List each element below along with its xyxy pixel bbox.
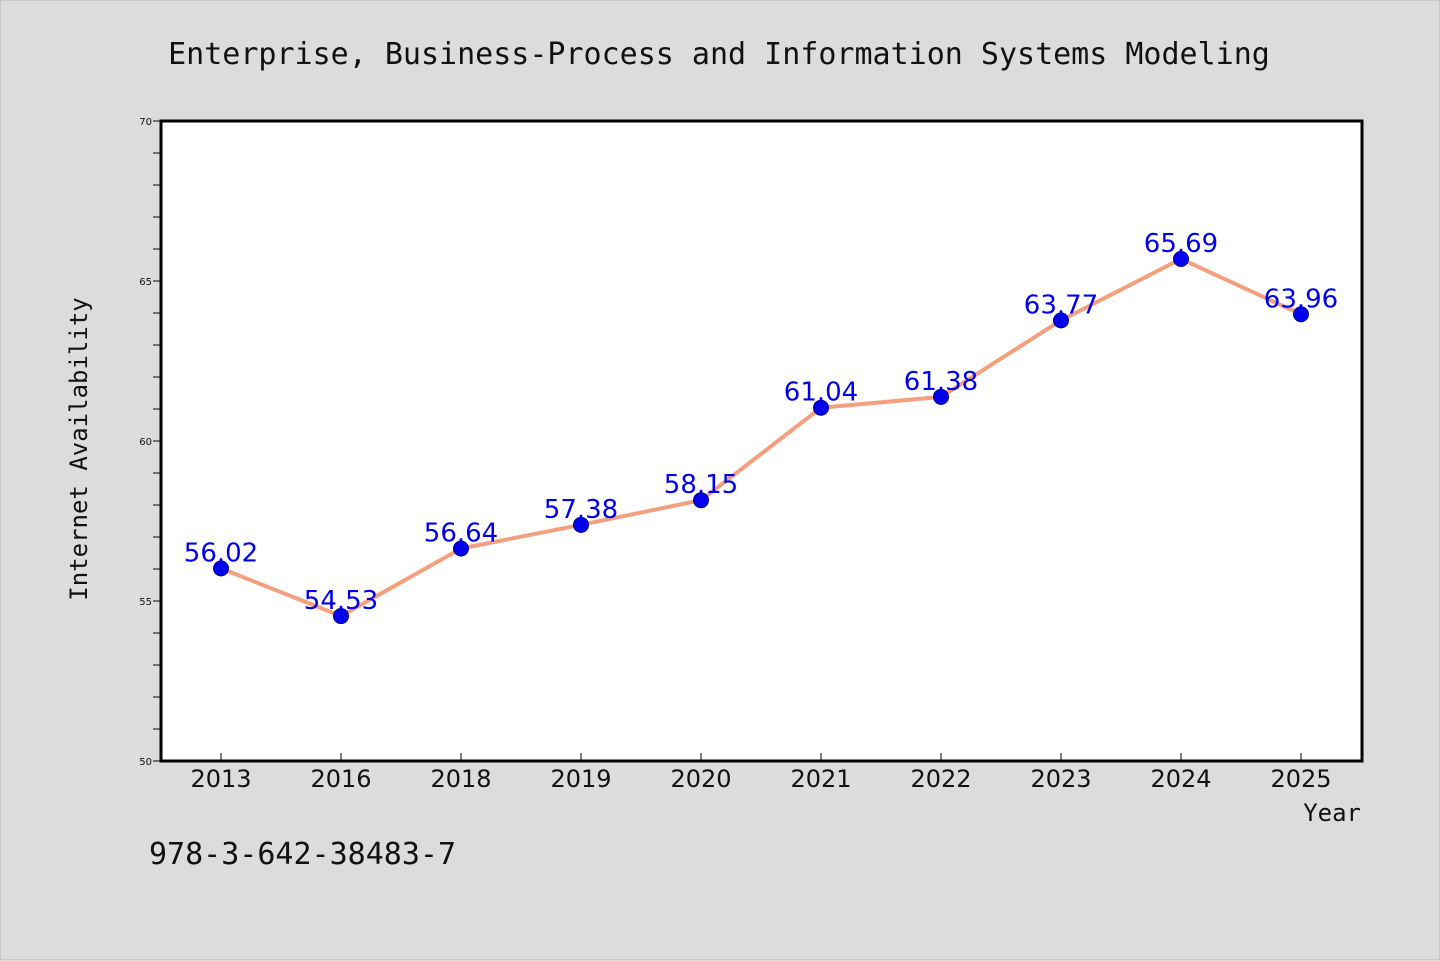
data-label: 56.02	[184, 538, 258, 568]
data-point	[453, 540, 469, 557]
y-tick-label: 65	[139, 277, 152, 288]
y-tick-label: 50	[139, 757, 152, 768]
x-tick-label: 2016	[310, 765, 371, 793]
data-label-layer: 56.02 54.53 56.64 57.38 58.15 61.04 61.38 63.77…	[184, 229, 1338, 616]
y-axis: 50 55 60 65 70	[139, 117, 161, 768]
x-tick-label: 2024	[1150, 765, 1211, 793]
y-tick-label: 60	[139, 437, 152, 448]
data-point	[1293, 306, 1309, 323]
data-point	[1053, 312, 1069, 329]
x-tick-label: 2025	[1270, 765, 1331, 793]
x-tick-label: 2022	[910, 765, 971, 793]
y-tick-label: 55	[139, 597, 152, 608]
x-axis: 2013 2016 2018 2019 2020 2021 2022 2023 2024 2025	[190, 753, 1332, 793]
series-line	[219, 256, 1303, 619]
data-point	[813, 399, 829, 416]
chart-title: Enterprise, Business-Process and Informa…	[168, 37, 1270, 72]
data-point	[1173, 250, 1189, 267]
x-tick-label: 2019	[550, 765, 611, 793]
plot-area	[159, 119, 1364, 763]
data-point	[333, 608, 349, 625]
x-tick-label: 2021	[790, 765, 851, 793]
data-point	[693, 492, 709, 509]
data-label: 56.64	[424, 519, 498, 549]
x-tick-label: 2013	[190, 765, 251, 793]
data-label: 54.53	[304, 586, 378, 616]
data-label: 63.77	[1024, 290, 1098, 320]
data-label: 61.38	[904, 367, 978, 397]
x-tick-label: 2020	[670, 765, 731, 793]
isbn-annotation: 978-3-642-38483-7	[149, 837, 456, 872]
data-label: 58.15	[664, 470, 738, 500]
x-tick-label: 2023	[1030, 765, 1091, 793]
x-tick-label: 2018	[430, 765, 491, 793]
data-point	[213, 560, 229, 577]
data-label: 65.69	[1144, 229, 1218, 259]
x-axis-label: Year	[1303, 799, 1361, 827]
data-label: 61.04	[784, 378, 858, 408]
series-layer	[213, 250, 1309, 625]
data-label: 63.96	[1264, 284, 1338, 314]
data-label: 57.38	[544, 495, 618, 525]
data-point	[933, 388, 949, 405]
y-tick-label: 70	[139, 117, 152, 128]
data-point	[573, 516, 589, 533]
y-axis-label: Internet Availability	[65, 297, 93, 600]
